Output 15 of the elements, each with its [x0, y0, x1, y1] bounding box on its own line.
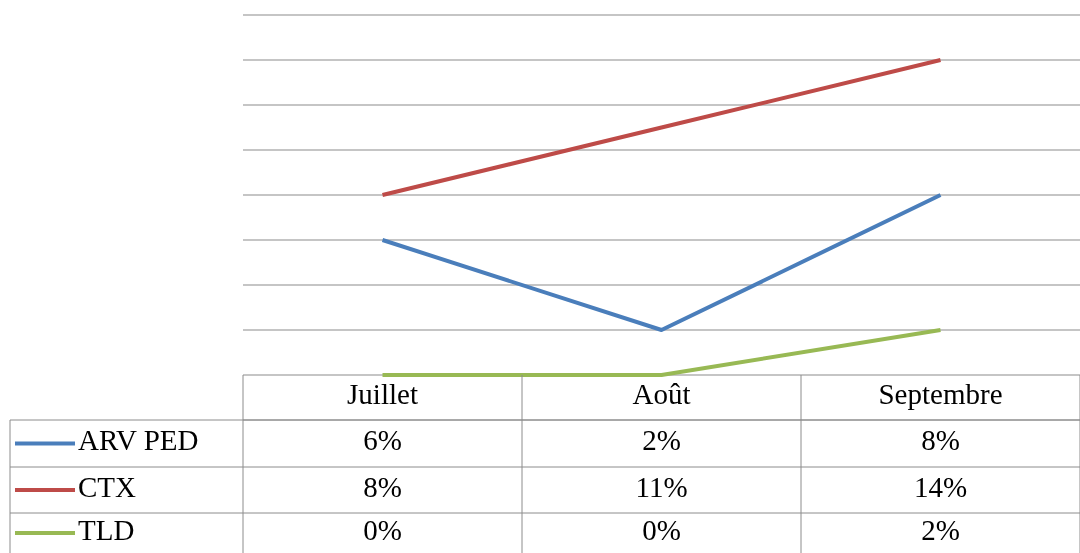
legend-label: TLD [78, 513, 135, 546]
data-label: 6% [363, 424, 402, 457]
x-tick-label: Septembre [878, 378, 1003, 411]
data-label: 8% [921, 424, 960, 457]
x-tick-label: Août [632, 378, 691, 411]
data-label: 0% [642, 513, 681, 546]
data-label: 14% [913, 470, 968, 503]
data-label: 2% [921, 513, 960, 546]
x-tick-label: Juillet [347, 378, 418, 411]
legend-label: CTX [78, 470, 137, 503]
data-label: 0% [363, 513, 402, 546]
data-label: 11% [635, 470, 688, 503]
data-label: 2% [642, 424, 681, 457]
data-label: 8% [363, 470, 402, 503]
legend-label: ARV PED [78, 424, 199, 457]
